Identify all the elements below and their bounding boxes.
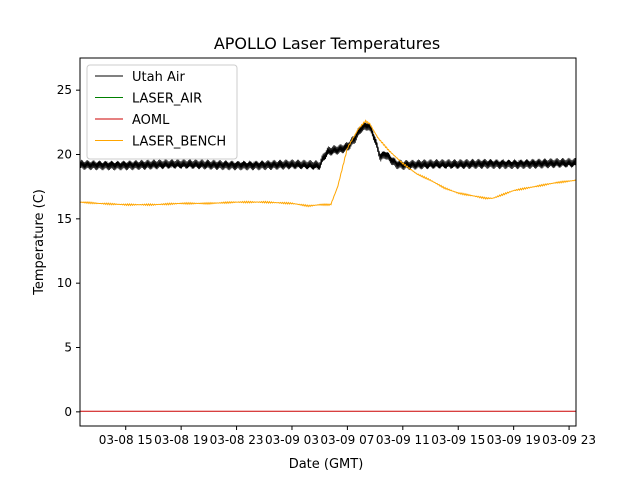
x-tick-label: 03-09 11 — [376, 433, 430, 447]
chart-title: APOLLO Laser Temperatures — [214, 34, 440, 53]
legend-label: LASER_BENCH — [132, 135, 226, 150]
x-tick-label: 03-09 15 — [431, 433, 485, 447]
y-tick-label: 25 — [57, 83, 72, 97]
y-axis-label: Temperature (C) — [32, 189, 47, 296]
legend-box — [86, 64, 238, 160]
y-tick-label: 10 — [57, 276, 72, 290]
x-tick-label: 03-09 19 — [487, 433, 541, 447]
plot-frame — [79, 57, 577, 427]
x-tick-label: 03-08 23 — [210, 433, 264, 447]
series-line-utah-air — [80, 122, 576, 171]
legend-label: Utah Air — [132, 70, 185, 85]
y-tick-label: 15 — [57, 212, 72, 226]
x-tick-label: 03-09 03 — [265, 433, 319, 447]
y-tick-label: 5 — [64, 341, 72, 355]
x-tick-label: 03-08 15 — [99, 433, 153, 447]
x-axis-label: Date (GMT) — [289, 457, 364, 472]
y-tick-label: 0 — [64, 405, 72, 419]
x-tick-label: 03-08 19 — [154, 433, 208, 447]
legend-label: LASER_AIR — [132, 92, 202, 107]
legend-label: AOML — [132, 113, 170, 128]
y-tick-label: 20 — [57, 148, 72, 162]
x-tick-label: 03-09 23 — [542, 433, 596, 447]
x-tick-label: 03-09 07 — [320, 433, 374, 447]
series-line-laser-bench — [80, 119, 576, 208]
